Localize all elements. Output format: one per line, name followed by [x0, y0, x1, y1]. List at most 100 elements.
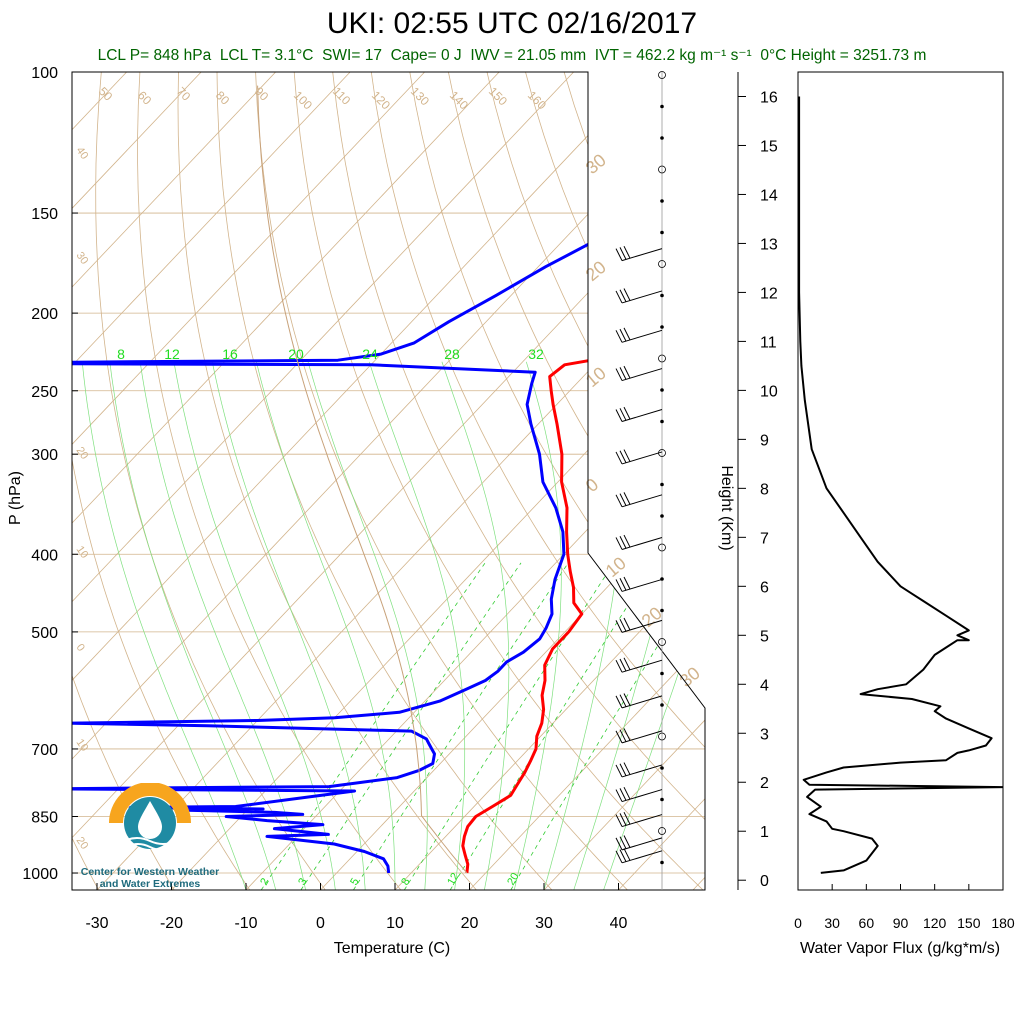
mixing-ratio-line	[260, 562, 486, 890]
calm-wind-marker	[658, 543, 666, 552]
dry-adiabat-line	[448, 72, 705, 890]
calm-wind-marker	[658, 260, 666, 268]
height-tick-label: 0	[760, 873, 769, 890]
dry-adiabat-line	[409, 72, 705, 890]
logo-caption: Center for Western Weather and Water Ext…	[60, 866, 240, 890]
mixing-ratio-bottom-label: 12	[445, 871, 462, 888]
flux-tick-label: 90	[893, 915, 909, 931]
calm-wind-marker	[658, 354, 666, 363]
flux-tick-label: 150	[957, 915, 981, 931]
pressure-axis-title: P (hPa)	[7, 471, 24, 525]
wind-barb-feather	[619, 763, 627, 776]
skew-temperature-label: 60	[135, 88, 155, 108]
dry-adiabat-line	[72, 72, 175, 890]
skew-temperature-label: 150	[486, 84, 510, 108]
flux-axis-title: Water Vapor Flux (g/kg*m/s)	[800, 940, 1000, 957]
height-tick-label: 9	[760, 432, 769, 449]
dry-adiabat-line	[602, 72, 705, 890]
wind-barb-feather	[615, 620, 623, 633]
wind-barb-feather	[619, 694, 627, 707]
wind-dot	[660, 419, 664, 424]
pressure-tick-label: 700	[31, 742, 58, 759]
wind-dot	[660, 104, 664, 109]
wind-barb-feather	[619, 408, 627, 421]
wind-barb-shaft	[621, 368, 663, 382]
flux-tick-label: 0	[794, 915, 802, 931]
wind-dot	[660, 671, 664, 676]
wind-barb-feather	[623, 492, 631, 505]
height-tick-label: 7	[760, 530, 769, 547]
wind-barb-feather	[619, 836, 627, 849]
moist-adiabat-line	[368, 361, 466, 890]
wind-barb-shaft	[621, 695, 663, 709]
wind-barb-feather	[615, 850, 623, 864]
dry-adiabat-line	[137, 72, 402, 890]
moist-adiabat-line	[441, 361, 510, 890]
temperature-axis-title: Temperature (C)	[334, 940, 450, 957]
flux-frame	[797, 71, 1004, 891]
chart-title: UKI: 02:55 UTC 02/16/2017	[326, 7, 698, 40]
mixing-ratio-line	[403, 562, 615, 890]
mixing-ratio-label: 16	[222, 346, 238, 362]
skew-temperature-label: 130	[408, 84, 432, 108]
height-tick-label: 15	[760, 138, 778, 155]
logo-drop-icon	[138, 801, 162, 839]
pressure-tick-label: 100	[31, 65, 58, 82]
wind-barb-feather	[619, 450, 627, 463]
wind-barb-shaft	[621, 290, 663, 304]
height-tick-label: 13	[760, 236, 778, 253]
cape-value: Cape= 0 J	[390, 47, 462, 64]
mixing-ratio-bottom-label: 8	[399, 876, 412, 887]
isotherm-line	[618, 72, 705, 890]
wind-barb-feather	[623, 365, 631, 379]
height-tick-label: 8	[760, 481, 769, 498]
wind-dot	[660, 482, 664, 487]
dry-adiabat-line	[757, 72, 1024, 890]
mixing-ratio-label: 32	[528, 346, 544, 362]
wind-barb-feather	[615, 290, 623, 304]
mixing-ratio-bottom-label: 3	[296, 876, 309, 887]
logo-wave-2	[125, 843, 175, 851]
wind-dot	[660, 860, 664, 865]
pressure-tick-label: 1000	[22, 866, 58, 883]
temperature-tick-label: -10	[234, 915, 257, 932]
moist-adiabat-line	[573, 361, 702, 890]
pressure-tick-label: 400	[31, 547, 58, 564]
wind-barb-feather	[615, 837, 623, 851]
temperature-tick-label: 40	[610, 915, 628, 932]
wind-dot	[660, 230, 664, 235]
height-tick-label: 12	[760, 285, 778, 302]
pressure-tick-label: 250	[31, 384, 58, 401]
wind-barb-feather	[615, 789, 623, 802]
skew-temperature-label: 100	[291, 88, 315, 112]
wind-barb-shaft	[621, 536, 663, 550]
wind-barb-feather	[619, 788, 627, 801]
dry-adiabat-line	[563, 72, 705, 890]
skew-t-line-labels: 50 60 70 80 90 100 110 120 130 140 150 160302010010…	[74, 84, 704, 887]
moist-adiabat-line	[109, 361, 277, 890]
calm-wind-marker	[658, 827, 666, 835]
skew-t-background	[72, 72, 1024, 890]
wind-dot	[660, 293, 664, 298]
wind-barb-feather	[619, 289, 627, 302]
wind-barb-shaft	[621, 850, 663, 864]
height-tick-label: 3	[760, 726, 769, 743]
height-tick-label: 11	[760, 334, 777, 351]
wind-barb-feather	[623, 811, 631, 825]
flux-tick-label: 60	[859, 915, 875, 931]
height-tick-label: 5	[760, 628, 769, 645]
wind-barb-feather	[615, 659, 623, 673]
wind-barb-feather	[619, 849, 627, 862]
wind-barb-feather	[623, 835, 631, 848]
wind-dot	[660, 608, 664, 613]
isotherm-line	[768, 72, 1024, 890]
dry-adiabat-line	[255, 72, 628, 890]
temperature-tick-label: 30	[535, 915, 553, 932]
wind-barb-shaft	[621, 248, 663, 262]
wind-barb-feather	[619, 493, 627, 506]
sounding-summary: LCL P= 848 hPa LCL T= 3.1°C SWI= 17 Cape…	[0, 46, 1024, 66]
isotherm-line	[72, 72, 500, 890]
mixing-ratio-label: 8	[117, 346, 125, 362]
